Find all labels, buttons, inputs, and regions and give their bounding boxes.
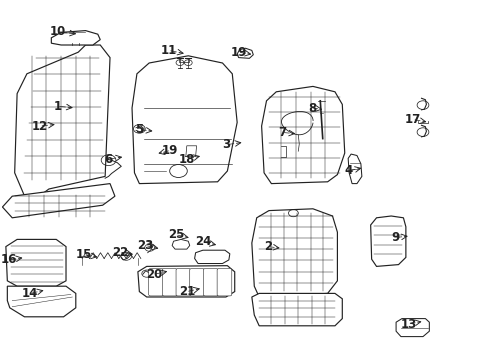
Polygon shape — [6, 239, 66, 286]
FancyBboxPatch shape — [176, 269, 190, 296]
Polygon shape — [194, 250, 229, 264]
Polygon shape — [251, 293, 342, 326]
Text: 14: 14 — [22, 287, 39, 300]
Text: 5: 5 — [135, 123, 143, 136]
Text: 10: 10 — [49, 25, 66, 38]
Polygon shape — [172, 239, 189, 249]
Text: 13: 13 — [399, 318, 416, 330]
Text: 17: 17 — [404, 113, 421, 126]
Text: 25: 25 — [167, 228, 184, 241]
Polygon shape — [370, 216, 405, 266]
Text: 12: 12 — [32, 120, 48, 132]
Polygon shape — [15, 45, 110, 202]
Text: 22: 22 — [111, 246, 128, 258]
Polygon shape — [51, 31, 100, 45]
Text: 8: 8 — [307, 102, 315, 114]
FancyBboxPatch shape — [217, 269, 231, 296]
Polygon shape — [347, 154, 361, 184]
Text: 20: 20 — [145, 268, 162, 281]
FancyBboxPatch shape — [203, 269, 218, 296]
FancyBboxPatch shape — [148, 269, 163, 296]
Text: 15: 15 — [76, 248, 92, 261]
Polygon shape — [2, 184, 115, 218]
Text: 4: 4 — [344, 165, 351, 177]
Text: 3: 3 — [222, 138, 229, 151]
Text: 1: 1 — [54, 100, 61, 113]
Polygon shape — [237, 48, 253, 58]
Text: 21: 21 — [178, 285, 195, 298]
Text: 24: 24 — [194, 235, 211, 248]
Polygon shape — [138, 266, 234, 297]
Polygon shape — [251, 209, 337, 297]
Text: 7: 7 — [278, 126, 286, 139]
Text: 18: 18 — [178, 153, 195, 166]
Polygon shape — [7, 286, 76, 317]
Polygon shape — [395, 319, 428, 337]
Polygon shape — [132, 56, 237, 184]
FancyBboxPatch shape — [189, 269, 204, 296]
Polygon shape — [261, 86, 344, 184]
Text: 2: 2 — [264, 240, 271, 253]
Text: 16: 16 — [0, 253, 17, 266]
FancyBboxPatch shape — [162, 269, 177, 296]
Text: 9: 9 — [390, 231, 398, 244]
Text: 19: 19 — [230, 46, 246, 59]
Text: 19: 19 — [162, 144, 178, 157]
Text: 11: 11 — [160, 44, 177, 57]
Text: 6: 6 — [104, 153, 112, 166]
Text: 23: 23 — [137, 239, 154, 252]
